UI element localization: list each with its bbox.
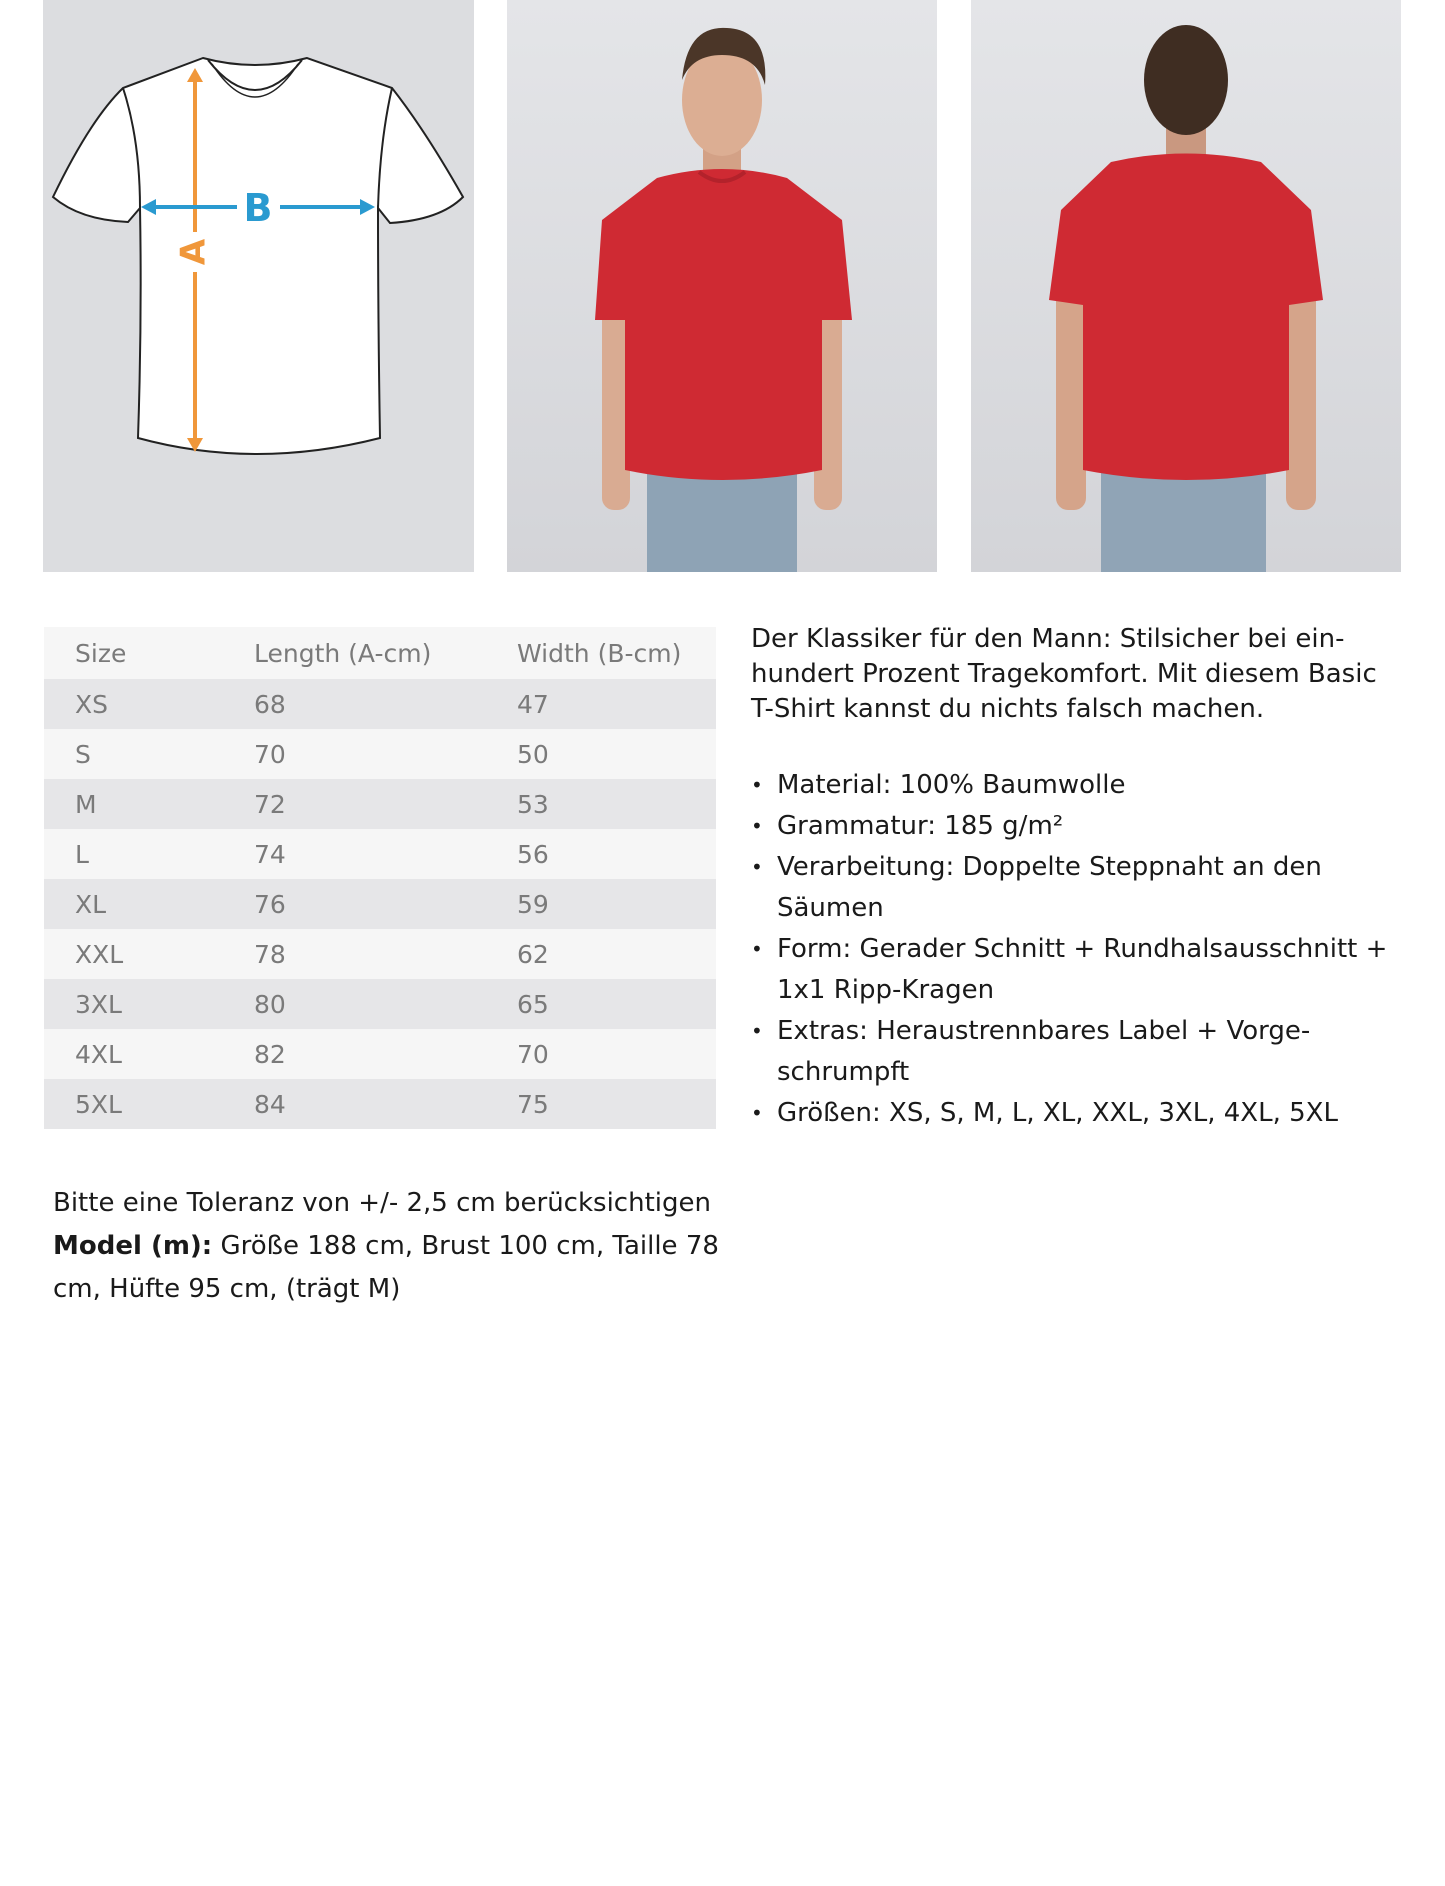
label-b: B <box>244 186 273 230</box>
feature-item: Grammatur: 185 g/m² <box>751 806 1411 847</box>
size-cell: 3XL <box>44 979 254 1029</box>
length-cell: 74 <box>254 829 517 879</box>
size-table: Size Length (A-cm) Width (B-cm) XS 68 47 S 7… <box>44 627 716 1129</box>
width-cell: 75 <box>517 1079 716 1129</box>
feature-item: Verarbeitung: Doppelte Steppnaht an den … <box>751 847 1411 929</box>
width-cell: 50 <box>517 729 716 779</box>
feature-item: Form: Gerader Schnitt + Rundhalsausschni… <box>751 929 1411 1011</box>
width-arrow-b: B <box>141 186 375 230</box>
size-diagram: A B <box>43 0 474 572</box>
length-cell: 78 <box>254 929 517 979</box>
width-cell: 65 <box>517 979 716 1029</box>
header-length: Length (A-cm) <box>254 627 517 679</box>
size-cell: L <box>44 829 254 879</box>
size-cell: XS <box>44 679 254 729</box>
table-header-row: Size Length (A-cm) Width (B-cm) <box>44 627 716 679</box>
table-row: L 74 56 <box>44 829 716 879</box>
size-cell: XXL <box>44 929 254 979</box>
table-row: XS 68 47 <box>44 679 716 729</box>
width-cell: 47 <box>517 679 716 729</box>
table-row: XL 76 59 <box>44 879 716 929</box>
width-cell: 53 <box>517 779 716 829</box>
width-cell: 62 <box>517 929 716 979</box>
table-row: M 72 53 <box>44 779 716 829</box>
tolerance-note: Bitte eine Toleranz von +/- 2,5 cm berüc… <box>53 1188 711 1218</box>
size-cell: 4XL <box>44 1029 254 1079</box>
table-row: 5XL 84 75 <box>44 1079 716 1129</box>
feature-item: Extras: Heraustrennbares Label + Vorge-s… <box>751 1011 1411 1093</box>
model-front-photo <box>507 0 937 572</box>
model-text: Größe 188 cm, Brust 100 cm, Taille 78 cm… <box>53 1231 719 1304</box>
table-row: 3XL 80 65 <box>44 979 716 1029</box>
header-width: Width (B-cm) <box>517 627 716 679</box>
width-cell: 56 <box>517 829 716 879</box>
table-row: S 70 50 <box>44 729 716 779</box>
table-row: XXL 78 62 <box>44 929 716 979</box>
feature-item: Größen: XS, S, M, L, XL, XXL, 3XL, 4XL, … <box>751 1093 1411 1134</box>
feature-item: Material: 100% Baumwolle <box>751 765 1411 806</box>
product-description: Der Klassiker für den Mann: Stilsicher b… <box>751 624 1377 724</box>
size-notes: Bitte eine Toleranz von +/- 2,5 cm berüc… <box>53 1182 743 1311</box>
size-cell: S <box>44 729 254 779</box>
size-cell: 5XL <box>44 1079 254 1129</box>
size-cell: M <box>44 779 254 829</box>
length-cell: 68 <box>254 679 517 729</box>
length-cell: 70 <box>254 729 517 779</box>
width-cell: 59 <box>517 879 716 929</box>
length-cell: 76 <box>254 879 517 929</box>
tshirt-outline <box>51 56 465 455</box>
length-cell: 80 <box>254 979 517 1029</box>
label-a: A <box>174 238 214 265</box>
header-size: Size <box>44 627 254 679</box>
model-info: Model (m): Größe 188 cm, Brust 100 cm, T… <box>53 1225 743 1311</box>
length-cell: 82 <box>254 1029 517 1079</box>
size-cell: XL <box>44 879 254 929</box>
table-row: 4XL 82 70 <box>44 1029 716 1079</box>
model-label: Model (m): <box>53 1231 213 1261</box>
model-back-photo <box>971 0 1401 572</box>
length-cell: 72 <box>254 779 517 829</box>
feature-list: Material: 100% Baumwolle Grammatur: 185 … <box>751 765 1411 1134</box>
width-cell: 70 <box>517 1029 716 1079</box>
length-cell: 84 <box>254 1079 517 1129</box>
